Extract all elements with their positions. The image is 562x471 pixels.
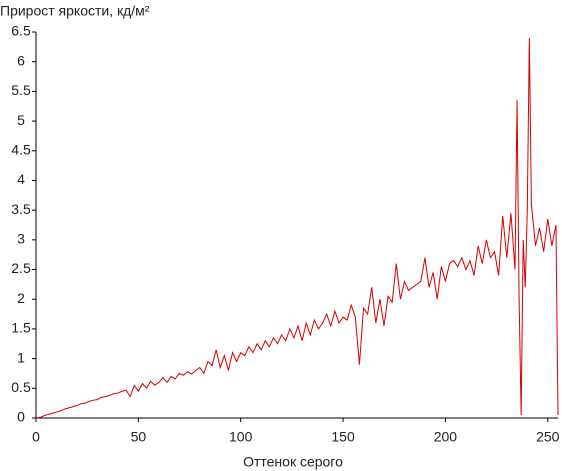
x-axis-title: Оттенок серого — [243, 454, 343, 470]
y-tick-label: 0.5 — [11, 379, 31, 395]
y-tick-label: 0 — [17, 409, 25, 425]
y-axis-title: Прирост яркости, кд/м² — [0, 3, 150, 19]
x-tick-label: 50 — [131, 429, 147, 445]
x-tick-label: 0 — [32, 429, 40, 445]
y-tick-label: 5 — [17, 112, 25, 128]
y-tick-label: 2 — [17, 290, 25, 306]
y-tick-label: 1.5 — [11, 320, 31, 336]
y-tick-label: 3 — [17, 231, 25, 247]
y-tick-label: 3.5 — [11, 201, 31, 217]
y-tick-label: 4 — [17, 171, 25, 187]
y-tick-label: 4.5 — [11, 141, 31, 157]
x-tick-label: 200 — [434, 429, 458, 445]
x-tick-label: 250 — [536, 429, 560, 445]
y-tick-label: 1 — [17, 349, 25, 365]
x-tick-label: 100 — [229, 429, 253, 445]
y-tick-label: 5.5 — [11, 82, 31, 98]
y-tick-label: 6 — [17, 52, 25, 68]
y-tick-label: 6.5 — [11, 23, 31, 39]
data-line — [35, 37, 559, 419]
y-tick-label: 2.5 — [11, 260, 31, 276]
x-tick-label: 150 — [331, 429, 355, 445]
